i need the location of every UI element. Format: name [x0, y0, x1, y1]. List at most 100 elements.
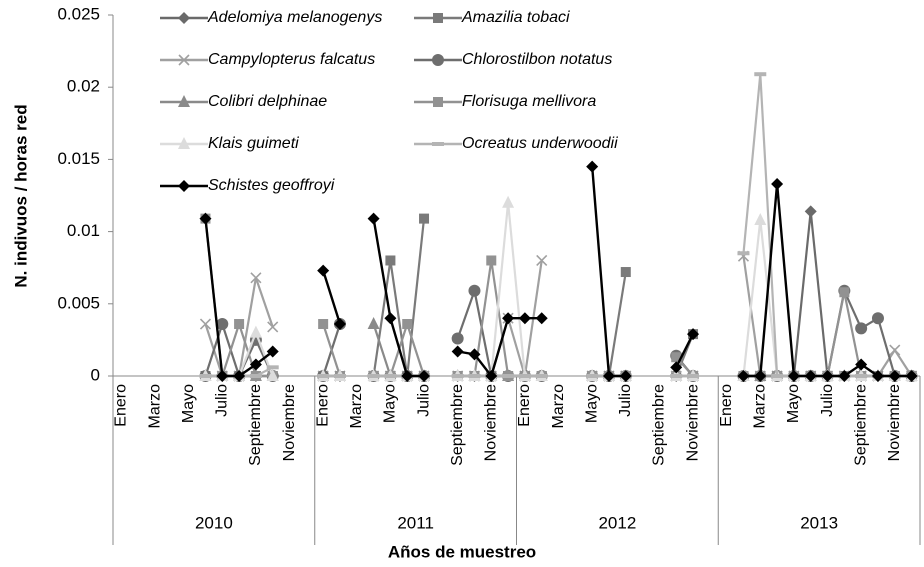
point	[433, 13, 443, 23]
point	[889, 344, 901, 356]
point	[687, 374, 700, 378]
point	[249, 358, 262, 371]
point	[620, 267, 631, 278]
group-label: 2010	[195, 513, 233, 532]
point	[216, 318, 229, 331]
x-tick-label: Septiembre	[449, 384, 466, 466]
x-tick-label: Septiembre	[852, 384, 869, 466]
point	[737, 370, 750, 382]
point	[804, 205, 817, 218]
point	[367, 212, 380, 225]
series-line	[204, 286, 912, 380]
point	[536, 254, 548, 267]
point	[333, 318, 346, 331]
series-line	[205, 202, 912, 378]
x-tick-label: Marzo	[146, 384, 163, 429]
point	[468, 348, 481, 361]
point	[855, 358, 868, 371]
point	[432, 142, 444, 146]
point	[266, 345, 279, 358]
point	[384, 374, 397, 378]
x-tick-label: Enero	[516, 384, 533, 427]
y-tick-label: 0	[91, 365, 100, 384]
point	[518, 374, 531, 378]
x-tick-label: Mayo	[785, 384, 802, 423]
point	[451, 345, 464, 358]
point	[317, 374, 330, 378]
point	[317, 264, 330, 277]
x-axis-title: Años de muestreo	[388, 542, 536, 561]
point	[178, 12, 190, 24]
point	[178, 95, 190, 107]
legend-label: Chlorostilbon notatus	[462, 51, 612, 68]
point	[754, 370, 767, 382]
point	[871, 312, 884, 325]
legend-label: Ocreatus underwoodii	[462, 135, 618, 152]
point	[178, 180, 190, 192]
point	[384, 312, 397, 325]
legend-label: Schistes geoffroyi	[208, 177, 335, 194]
series-line	[204, 255, 913, 378]
point	[871, 370, 884, 382]
point	[249, 325, 262, 338]
point	[199, 212, 212, 225]
point	[485, 370, 498, 382]
point	[619, 370, 632, 382]
point	[855, 374, 868, 378]
point	[468, 284, 481, 297]
x-tick-label: Septiembre	[651, 384, 668, 466]
point	[199, 318, 212, 330]
legend-label: Adelomiya melanogenys	[207, 9, 382, 26]
point	[670, 374, 683, 378]
point	[586, 374, 599, 378]
point	[419, 213, 430, 224]
y-tick-label: 0.01	[67, 221, 100, 240]
point	[518, 312, 531, 325]
y-tick-label: 0.005	[57, 293, 100, 312]
x-tick-label: Noviembre	[483, 384, 500, 461]
point	[367, 374, 380, 378]
point	[839, 287, 850, 298]
point	[535, 312, 548, 325]
x-tick-label: Mayo	[583, 384, 600, 423]
point	[234, 319, 245, 330]
x-tick-label: Noviembre	[281, 384, 298, 461]
legend-label: Colibri delphinae	[208, 93, 327, 110]
point	[367, 317, 380, 330]
x-tick-label: Julio	[415, 384, 432, 417]
point	[249, 374, 262, 378]
point	[502, 374, 515, 378]
point	[670, 361, 683, 374]
point	[787, 370, 800, 382]
x-tick-label: Marzo	[348, 384, 365, 429]
point	[418, 370, 431, 382]
x-tick-label: Septiembre	[247, 384, 264, 466]
x-tick-label: Enero	[718, 384, 735, 427]
series-line	[205, 323, 912, 378]
x-tick-label: Enero	[113, 384, 130, 427]
point	[401, 370, 414, 382]
legend-label: Amazilia tobaci	[461, 9, 570, 26]
point	[821, 370, 834, 382]
legend-label: Campylopterus falcatus	[208, 51, 375, 68]
y-axis-title: N. indivuos / horas red	[11, 104, 30, 287]
point	[754, 72, 767, 77]
point	[502, 195, 515, 208]
point	[267, 321, 279, 333]
point	[671, 352, 682, 363]
point	[402, 319, 413, 330]
legend-label: Florisuga mellivora	[462, 93, 596, 110]
point	[178, 137, 190, 149]
point	[771, 177, 784, 190]
point	[468, 374, 481, 378]
x-tick-label: Julio	[214, 384, 231, 417]
y-tick-label: 0.02	[67, 77, 100, 96]
x-tick-label: Noviembre	[886, 384, 903, 461]
point	[602, 370, 615, 382]
x-tick-label: Julio	[819, 384, 836, 417]
series-line	[205, 211, 912, 378]
point	[888, 370, 901, 382]
y-tick-label: 0.025	[57, 4, 100, 23]
point	[771, 374, 784, 378]
